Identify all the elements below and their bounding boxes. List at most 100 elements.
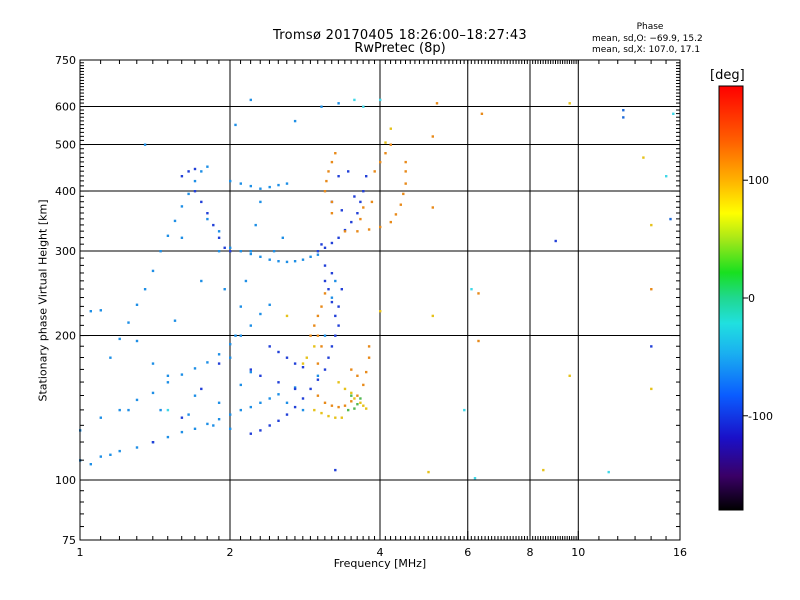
data-point (277, 393, 280, 396)
data-point (323, 264, 327, 267)
data-point (330, 300, 334, 304)
data-point (334, 279, 337, 283)
data-point (166, 234, 170, 237)
data-point (259, 374, 262, 377)
data-point (293, 260, 297, 263)
data-point (135, 339, 139, 343)
data-point (212, 223, 215, 227)
data-point (330, 160, 334, 164)
data-point (477, 292, 480, 295)
data-point (229, 413, 232, 416)
data-point (568, 374, 571, 377)
data-point (340, 288, 343, 291)
data-points (79, 98, 675, 480)
data-point (239, 305, 242, 308)
data-point (367, 356, 371, 359)
data-point (151, 391, 155, 395)
data-point (337, 175, 340, 178)
data-point (463, 408, 466, 412)
chart-title: Tromsø 20170405 18:26:00–18:27:43 (272, 28, 528, 43)
data-point (362, 404, 365, 407)
data-point (109, 356, 112, 359)
data-point (356, 394, 359, 397)
data-point (173, 219, 177, 223)
data-point (316, 250, 320, 253)
phase-stats-title: Phase (636, 22, 664, 32)
data-point (316, 362, 320, 365)
x-tick-label: 10 (571, 546, 585, 559)
data-point (151, 362, 155, 365)
data-point (281, 236, 284, 239)
data-point (323, 368, 327, 371)
data-point (330, 404, 334, 407)
data-point (431, 314, 434, 318)
data-point (362, 383, 365, 387)
data-point (301, 397, 305, 400)
data-point (234, 123, 237, 127)
data-point (229, 250, 232, 253)
data-point (249, 98, 252, 102)
data-point (180, 236, 184, 239)
data-point (320, 105, 323, 108)
x-tick-label: 4 (377, 546, 384, 559)
colorbar-tick-label: -100 (748, 410, 773, 423)
data-point (193, 167, 197, 171)
data-point (323, 190, 327, 193)
data-point (301, 362, 305, 365)
data-point (316, 378, 320, 381)
data-point (239, 250, 242, 253)
data-point (229, 343, 232, 346)
data-point (379, 310, 382, 313)
data-point (268, 345, 271, 348)
data-point (259, 187, 262, 190)
data-point (431, 206, 434, 209)
data-point (334, 334, 337, 337)
data-point (330, 212, 334, 215)
data-point (268, 424, 271, 427)
data-point (384, 152, 387, 155)
colorbar-unit-label: [deg] (710, 68, 745, 83)
data-point (212, 424, 215, 427)
data-point (337, 405, 340, 409)
data-point (293, 405, 297, 409)
data-point (330, 272, 334, 275)
data-point (404, 170, 407, 173)
data-point (180, 416, 184, 419)
data-point (277, 350, 280, 354)
data-point (427, 470, 430, 474)
data-point (127, 408, 130, 412)
data-point (343, 230, 347, 233)
data-point (206, 217, 209, 221)
data-point (206, 361, 209, 364)
data-point (180, 430, 184, 434)
data-point (340, 209, 343, 212)
data-point (180, 373, 184, 376)
phase-colorbar (718, 85, 744, 511)
data-point (159, 250, 162, 253)
data-point (249, 324, 252, 327)
data-point (200, 387, 203, 391)
data-point (166, 374, 170, 377)
data-point (359, 401, 362, 404)
data-point (356, 230, 359, 233)
data-point (301, 258, 305, 261)
data-point (650, 223, 653, 227)
y-tick-label: 75 (62, 534, 76, 547)
grid-lines (80, 60, 680, 540)
data-point (325, 179, 328, 183)
data-point (359, 217, 362, 221)
data-point (316, 314, 320, 318)
data-point (622, 116, 625, 119)
data-point (362, 105, 365, 108)
data-point (334, 468, 337, 472)
data-point (293, 386, 297, 389)
data-point (334, 416, 337, 419)
data-point (151, 269, 155, 273)
data-point (316, 394, 320, 397)
data-point (193, 394, 197, 397)
data-point (327, 356, 330, 359)
data-point (259, 200, 262, 204)
data-point (353, 407, 356, 410)
data-point (379, 225, 382, 229)
x-axis-label: Frequency [MHz] (333, 557, 427, 570)
